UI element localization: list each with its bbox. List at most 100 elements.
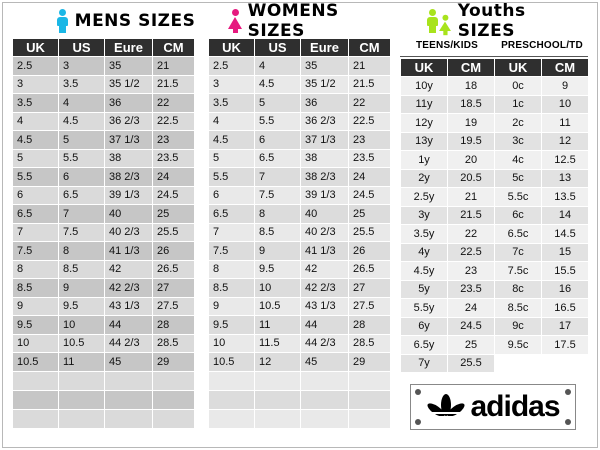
cm-cell <box>152 389 195 410</box>
preschool-label: PRESCHOOL/TD <box>501 40 583 51</box>
teens-uk-cell: 5y <box>400 279 448 299</box>
table-row: 4.5 6 37 1/3 23 <box>208 130 391 150</box>
youth-divider <box>400 56 588 57</box>
table-row: 2y 20.5 5c 13 <box>400 168 589 188</box>
col-header-cm: CM <box>152 38 195 57</box>
preschool-cm-cell: 14 <box>541 205 589 225</box>
table-row: 2.5y 21 5.5c 13.5 <box>400 187 589 207</box>
uk-cell: 5.5 <box>208 167 255 187</box>
eure-cell <box>104 408 153 429</box>
us-cell: 7.5 <box>58 222 105 242</box>
preschool-uk-cell: 9c <box>494 316 542 336</box>
table-row: 8 9.5 42 26.5 <box>208 259 391 279</box>
youths-title: Youths SIZES <box>457 1 526 41</box>
cm-cell: 27.5 <box>348 296 391 316</box>
us-cell <box>58 408 105 429</box>
us-cell: 8 <box>58 241 105 261</box>
cm-cell: 26.5 <box>152 259 195 279</box>
table-row: 5.5 6 38 2/3 24 <box>12 167 195 187</box>
teens-cm-cell: 24 <box>447 298 495 318</box>
us-cell: 12 <box>254 352 301 372</box>
us-cell: 3.5 <box>58 74 105 94</box>
table-row: 3.5 5 36 22 <box>208 93 391 113</box>
uk-cell: 9 <box>208 296 255 316</box>
cm-cell: 24 <box>348 167 391 187</box>
cm-cell: 29 <box>348 352 391 372</box>
table-row: 1y 20 4c 12.5 <box>400 150 589 170</box>
table-row: 8 8.5 42 26.5 <box>12 259 195 279</box>
children-icon <box>425 8 452 36</box>
eure-cell: 40 <box>104 204 153 224</box>
eure-cell: 45 <box>104 352 153 372</box>
uk-cell: 9.5 <box>208 315 255 335</box>
cm-cell: 28.5 <box>348 333 391 353</box>
us-cell: 10.5 <box>254 296 301 316</box>
teens-cm-cell: 24.5 <box>447 316 495 336</box>
col-header-eure: Eure <box>300 38 349 57</box>
womens-size-table: UK US Eure CM 2.5 4 35 21 3 4.5 35 1/2 21.5 3.5 5… <box>208 38 391 429</box>
us-cell: 10 <box>58 315 105 335</box>
uk-cell: 10 <box>208 333 255 353</box>
preschool-uk-cell: 2c <box>494 113 542 133</box>
uk-cell: 8 <box>208 259 255 279</box>
preschool-cm-cell: 16.5 <box>541 298 589 318</box>
preschool-cm-cell: 11 <box>541 113 589 133</box>
cm-cell: 25 <box>348 204 391 224</box>
uk-cell <box>208 370 255 391</box>
teens-uk-cell: 3.5y <box>400 224 448 244</box>
teens-cm-cell: 25 <box>447 335 495 355</box>
uk-cell: 6 <box>12 185 59 205</box>
teens-uk-cell: 6.5y <box>400 335 448 355</box>
table-row: 9 9.5 43 1/3 27.5 <box>12 296 195 316</box>
uk-cell: 6.5 <box>12 204 59 224</box>
empty-row <box>208 389 391 410</box>
us-cell: 4 <box>58 93 105 113</box>
preschool-uk-cell: 3c <box>494 131 542 151</box>
preschool-uk-cell: 4c <box>494 150 542 170</box>
preschool-cm-cell: 17.5 <box>541 335 589 355</box>
adidas-wordmark: adidas <box>470 390 560 423</box>
preschool-cm-cell: 13 <box>541 168 589 188</box>
cm-cell <box>348 408 391 429</box>
cm-cell: 23 <box>152 130 195 150</box>
table-row: 8.5 10 42 2/3 27 <box>208 278 391 298</box>
empty-row <box>12 370 195 391</box>
us-cell: 7.5 <box>254 185 301 205</box>
cm-cell: 25 <box>152 204 195 224</box>
us-cell: 9 <box>254 241 301 261</box>
us-cell: 3 <box>58 56 105 76</box>
uk-cell: 4.5 <box>12 130 59 150</box>
cm-cell <box>348 370 391 391</box>
cm-cell: 27 <box>152 278 195 298</box>
us-cell: 11.5 <box>254 333 301 353</box>
uk-cell: 4 <box>12 111 59 131</box>
us-cell <box>58 370 105 391</box>
us-cell: 4.5 <box>58 111 105 131</box>
cm-cell <box>348 389 391 410</box>
table-row: 6.5y 25 9.5c 17.5 <box>400 335 589 355</box>
us-cell <box>254 370 301 391</box>
cm-cell: 23 <box>348 130 391 150</box>
cm-cell: 24.5 <box>348 185 391 205</box>
eure-cell: 35 <box>104 56 153 76</box>
teens-cm-cell: 21.5 <box>447 205 495 225</box>
cm-cell: 28.5 <box>152 333 195 353</box>
uk-cell: 5 <box>12 148 59 168</box>
table-row: 6y 24.5 9c 17 <box>400 316 589 336</box>
table-row: 9 10.5 43 1/3 27.5 <box>208 296 391 316</box>
teens-uk-cell: 2.5y <box>400 187 448 207</box>
eure-cell: 44 2/3 <box>300 333 349 353</box>
cm-cell: 28 <box>152 315 195 335</box>
empty-row <box>208 408 391 429</box>
youths-header: Youths SIZES <box>425 1 575 41</box>
table-row: 4.5y 23 7.5c 15.5 <box>400 261 589 281</box>
us-cell: 5.5 <box>254 111 301 131</box>
table-row: 8.5 9 42 2/3 27 <box>12 278 195 298</box>
us-cell: 10.5 <box>58 333 105 353</box>
cm-cell: 27 <box>348 278 391 298</box>
cm-cell: 26 <box>348 241 391 261</box>
us-cell: 5 <box>254 93 301 113</box>
eure-cell: 42 2/3 <box>104 278 153 298</box>
eure-cell: 40 <box>300 204 349 224</box>
eure-cell: 42 <box>300 259 349 279</box>
